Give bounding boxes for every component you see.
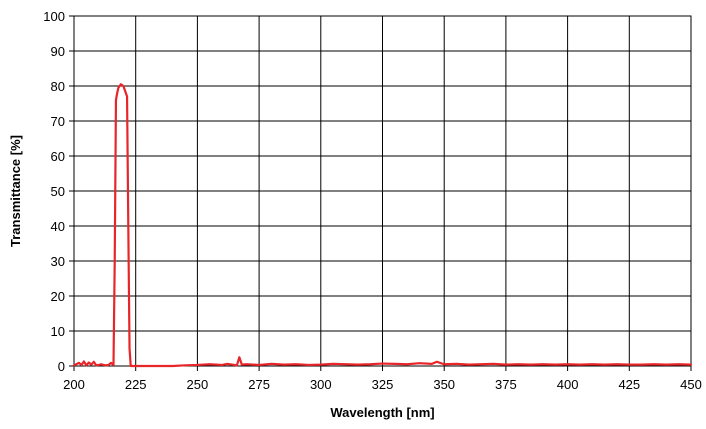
y-tick-label: 60 xyxy=(51,149,65,164)
y-tick-label: 10 xyxy=(51,324,65,339)
x-tick-label: 375 xyxy=(495,377,517,392)
y-tick-label: 30 xyxy=(51,254,65,269)
y-tick-label: 80 xyxy=(51,79,65,94)
x-tick-label: 250 xyxy=(187,377,209,392)
grid-lines xyxy=(74,16,691,366)
x-tick-label: 225 xyxy=(125,377,147,392)
x-tick-label: 450 xyxy=(680,377,702,392)
y-tick-label: 70 xyxy=(51,114,65,129)
y-axis-ticks: 0 10 20 30 40 50 60 70 80 90 100 xyxy=(43,9,74,374)
x-tick-label: 425 xyxy=(618,377,640,392)
y-tick-label: 40 xyxy=(51,219,65,234)
x-axis-ticks: 200 225 250 275 300 325 350 375 400 425 450 xyxy=(63,366,702,392)
y-tick-label: 100 xyxy=(43,9,65,24)
y-tick-label: 0 xyxy=(58,359,65,374)
x-tick-label: 200 xyxy=(63,377,85,392)
y-tick-label: 90 xyxy=(51,44,65,59)
x-tick-label: 350 xyxy=(433,377,455,392)
x-tick-label: 300 xyxy=(310,377,332,392)
y-axis-title: Transmittance [%] xyxy=(8,135,23,247)
transmittance-series-line xyxy=(72,83,693,368)
y-tick-label: 20 xyxy=(51,289,65,304)
x-tick-label: 325 xyxy=(372,377,394,392)
series-group xyxy=(72,83,693,368)
x-axis-title: Wavelength [nm] xyxy=(330,405,434,420)
x-tick-label: 400 xyxy=(557,377,579,392)
x-tick-label: 275 xyxy=(248,377,270,392)
y-tick-label: 50 xyxy=(51,184,65,199)
